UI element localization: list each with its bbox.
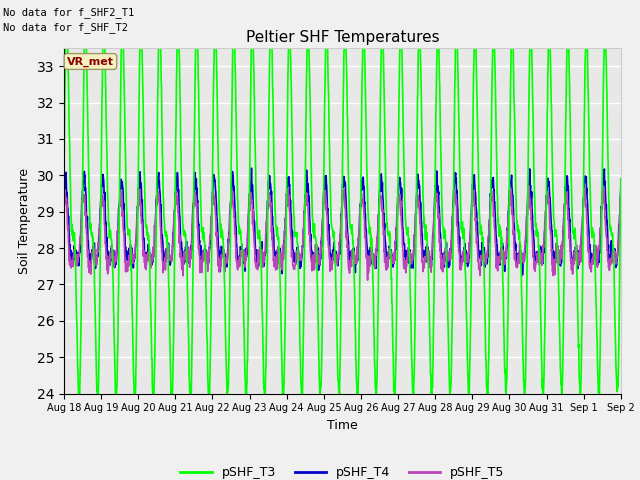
Text: No data for f_SHF_T2: No data for f_SHF_T2: [3, 22, 128, 33]
pSHF_T4: [60, 192, 68, 197]
pSHF_T4: [248, 165, 255, 171]
Y-axis label: Soil Temperature: Soil Temperature: [18, 168, 31, 274]
pSHF_T3: [60, 167, 68, 172]
Line: pSHF_T3: pSHF_T3: [64, 20, 621, 404]
pSHF_T3: [602, 30, 609, 36]
Title: Peltier SHF Temperatures: Peltier SHF Temperatures: [246, 30, 439, 46]
Legend: pSHF_T3, pSHF_T4, pSHF_T5: pSHF_T3, pSHF_T4, pSHF_T5: [175, 461, 509, 480]
pSHF_T5: [88, 251, 96, 257]
pSHF_T5: [60, 196, 68, 202]
pSHF_T4: [88, 249, 96, 255]
X-axis label: Time: Time: [327, 419, 358, 432]
pSHF_T4: [331, 250, 339, 255]
pSHF_T5: [364, 277, 371, 283]
pSHF_T5: [601, 215, 609, 221]
pSHF_T3: [260, 401, 268, 407]
Text: No data for f_SHF2_T1: No data for f_SHF2_T1: [3, 7, 134, 18]
pSHF_T4: [601, 179, 609, 184]
Line: pSHF_T5: pSHF_T5: [64, 186, 621, 280]
pSHF_T3: [617, 176, 625, 181]
pSHF_T3: [499, 283, 507, 288]
pSHF_T3: [317, 386, 324, 392]
pSHF_T3: [88, 230, 96, 236]
pSHF_T5: [525, 183, 532, 189]
pSHF_T4: [499, 251, 506, 257]
pSHF_T5: [602, 214, 609, 220]
pSHF_T5: [617, 190, 625, 196]
pSHF_T4: [316, 252, 324, 257]
pSHF_T4: [518, 272, 526, 278]
pSHF_T3: [230, 17, 237, 23]
pSHF_T5: [499, 247, 506, 253]
pSHF_T3: [332, 259, 339, 264]
pSHF_T5: [316, 254, 324, 260]
pSHF_T3: [601, 33, 609, 39]
pSHF_T5: [331, 254, 339, 260]
pSHF_T4: [617, 186, 625, 192]
Line: pSHF_T4: pSHF_T4: [64, 168, 621, 275]
Text: VR_met: VR_met: [67, 56, 114, 67]
pSHF_T4: [602, 185, 609, 191]
